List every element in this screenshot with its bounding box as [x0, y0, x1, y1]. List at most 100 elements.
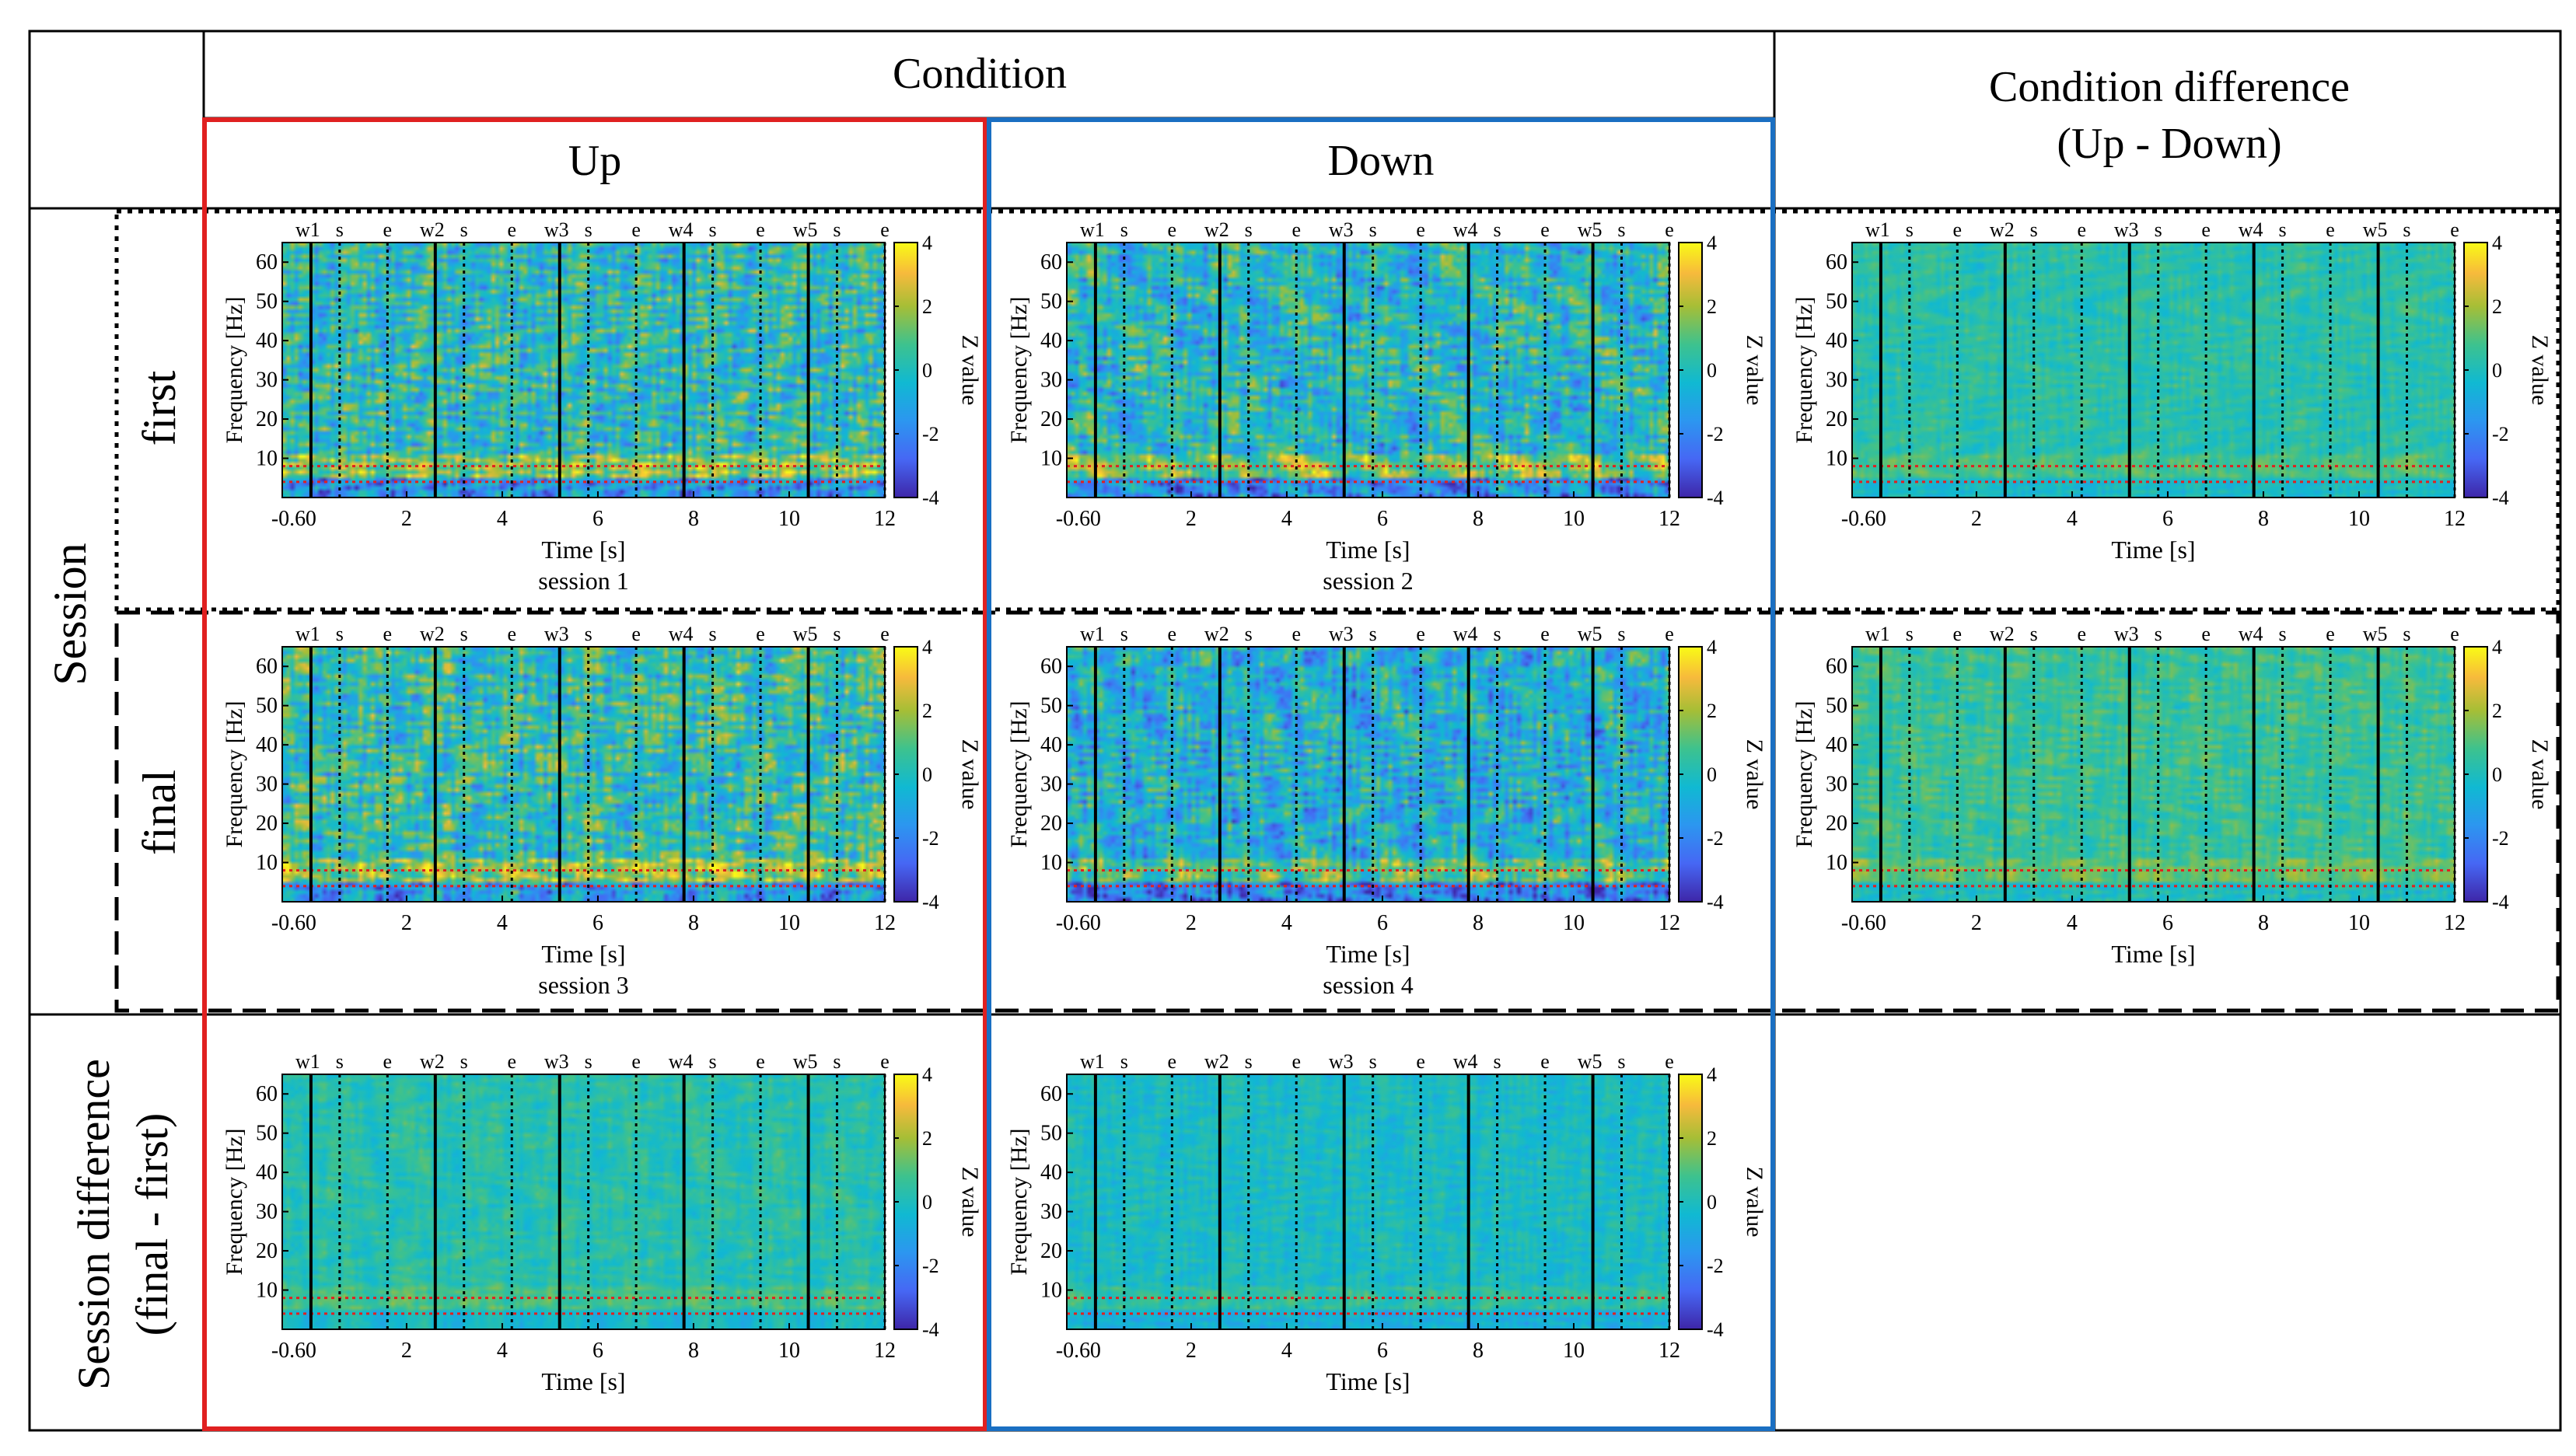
x-tick-label: 0 — [1090, 1339, 1101, 1363]
event-label: w1 — [1080, 623, 1105, 645]
event-label: w2 — [1204, 218, 1229, 241]
event-label: s — [2403, 218, 2410, 241]
event-label: w5 — [1578, 1050, 1603, 1073]
y-tick-label: 50 — [256, 1122, 278, 1146]
x-tick-label: 8 — [1473, 1339, 1484, 1363]
colorbar-tick-label: 4 — [2492, 636, 2502, 658]
event-label: s — [2279, 218, 2287, 241]
y-tick-label: 10 — [1826, 851, 1847, 875]
event-label: e — [2450, 623, 2459, 645]
colorbar-tick-label: -2 — [922, 423, 939, 445]
event-label: s — [2030, 218, 2038, 241]
header-cond-diff-line2: (Up - Down) — [2057, 120, 2281, 168]
y-tick-label: 10 — [256, 1279, 278, 1303]
event-label: w3 — [1329, 623, 1354, 645]
event-label: e — [2326, 623, 2335, 645]
event-label: s — [1245, 218, 1253, 241]
event-label: w4 — [669, 1050, 694, 1073]
colorbar-tick-label: -2 — [1707, 423, 1724, 445]
event-label: s — [1617, 1050, 1625, 1073]
event-label: w3 — [1329, 218, 1354, 241]
row-sessdiff-line2: (final - first) — [127, 1113, 177, 1336]
event-label: w3 — [544, 623, 569, 645]
header-condition: Condition — [893, 50, 1067, 98]
event-label: e — [2201, 218, 2211, 241]
panel-cond-diff-final: w1 s e w2 s e w3 s e w4 s e w5 s e-0.6 0 2 4 6 8 10 121020304… — [1791, 623, 2553, 968]
event-label: e — [383, 623, 393, 645]
event-label: w4 — [2239, 218, 2263, 241]
colorbar-tick-label: -4 — [1707, 1318, 1724, 1341]
y-tick-label: 50 — [1040, 290, 1062, 314]
colorbar-label: Z value — [1742, 335, 1767, 406]
event-label: s — [709, 1050, 717, 1073]
y-tick-label: 20 — [1040, 1239, 1062, 1263]
x-tick-label: 12 — [2444, 507, 2466, 531]
colorbar-tick-label: -2 — [1707, 1255, 1724, 1277]
x-axis-label: Time [s] — [2111, 536, 2195, 564]
colorbar-tick-label: -4 — [922, 891, 939, 913]
x-tick-label: 10 — [1563, 911, 1585, 935]
x-axis-label: Time [s] — [541, 536, 625, 564]
x-tick-label: 0 — [1090, 911, 1101, 935]
y-tick-label: 10 — [256, 851, 278, 875]
event-label: e — [1416, 1050, 1425, 1073]
x-axis-label: Time [s] — [541, 1367, 625, 1395]
x-tick-label: 4 — [497, 507, 508, 531]
x-tick-label: 8 — [1473, 507, 1484, 531]
event-label: e — [1540, 218, 1550, 241]
axes-frame — [281, 1074, 886, 1330]
event-label: w3 — [544, 1050, 569, 1073]
x-tick-label: 8 — [688, 507, 699, 531]
event-label: e — [1665, 218, 1674, 241]
colorbar-tick-label: 4 — [1707, 636, 1717, 658]
event-label: s — [2155, 218, 2162, 241]
event-label: s — [1120, 1050, 1128, 1073]
event-label: e — [2077, 218, 2086, 241]
colorbar-tick-label: 4 — [922, 1063, 932, 1086]
event-label: w1 — [295, 623, 320, 645]
event-label: e — [2077, 623, 2086, 645]
x-tick-label: 6 — [1377, 911, 1388, 935]
x-tick-label: 12 — [874, 911, 896, 935]
event-label: w5 — [1578, 218, 1603, 241]
y-tick-label: 50 — [1040, 694, 1062, 718]
y-tick-label: 50 — [256, 694, 278, 718]
event-label: s — [833, 218, 841, 241]
y-tick-label: 50 — [1826, 694, 1847, 718]
event-label: w5 — [793, 623, 818, 645]
colorbar-tick-label: 4 — [1707, 1063, 1717, 1086]
panel-up-sessdiff: w1 s e w2 s e w3 s e w4 s e w5 s e-0.6 0 2 4 6 8 10 121020304… — [222, 1050, 983, 1395]
event-label: e — [1416, 218, 1425, 241]
event-label: w1 — [1080, 218, 1105, 241]
y-tick-label: 40 — [1826, 733, 1847, 757]
event-label: e — [1540, 1050, 1550, 1073]
y-tick-label: 30 — [1040, 368, 1062, 393]
colorbar-tick-label: -2 — [922, 827, 939, 850]
panel-subtitle: session 1 — [538, 567, 628, 595]
header-up: Up — [568, 137, 621, 185]
event-label: w2 — [420, 623, 445, 645]
event-label: s — [1245, 1050, 1253, 1073]
y-tick-label: 30 — [256, 1200, 278, 1224]
event-label: e — [2326, 218, 2335, 241]
colorbar-tick-label: 4 — [1707, 232, 1717, 254]
x-tick-label: 4 — [497, 1339, 508, 1363]
event-label: s — [460, 218, 468, 241]
x-tick-label: 12 — [1658, 507, 1680, 531]
event-label: e — [631, 218, 641, 241]
y-tick-label: 60 — [1040, 1082, 1062, 1106]
axes-frame — [1066, 242, 1670, 498]
colorbar-tick-label: 2 — [2492, 295, 2502, 318]
heatmap-image — [1067, 243, 1669, 498]
heatmap-image — [1852, 243, 2455, 498]
colorbar-tick-label: 0 — [2492, 763, 2502, 786]
x-tick-label: 0 — [1090, 507, 1101, 531]
event-label: s — [585, 218, 592, 241]
colorbar-tick-label: -2 — [2492, 827, 2509, 850]
row-final: final — [134, 770, 185, 855]
x-tick-label: 6 — [1377, 507, 1388, 531]
y-tick-label: 20 — [1040, 812, 1062, 836]
y-tick-label: 40 — [1040, 733, 1062, 757]
x-tick-label: 4 — [1281, 507, 1292, 531]
colorbar-tick-label: 2 — [1707, 700, 1717, 722]
